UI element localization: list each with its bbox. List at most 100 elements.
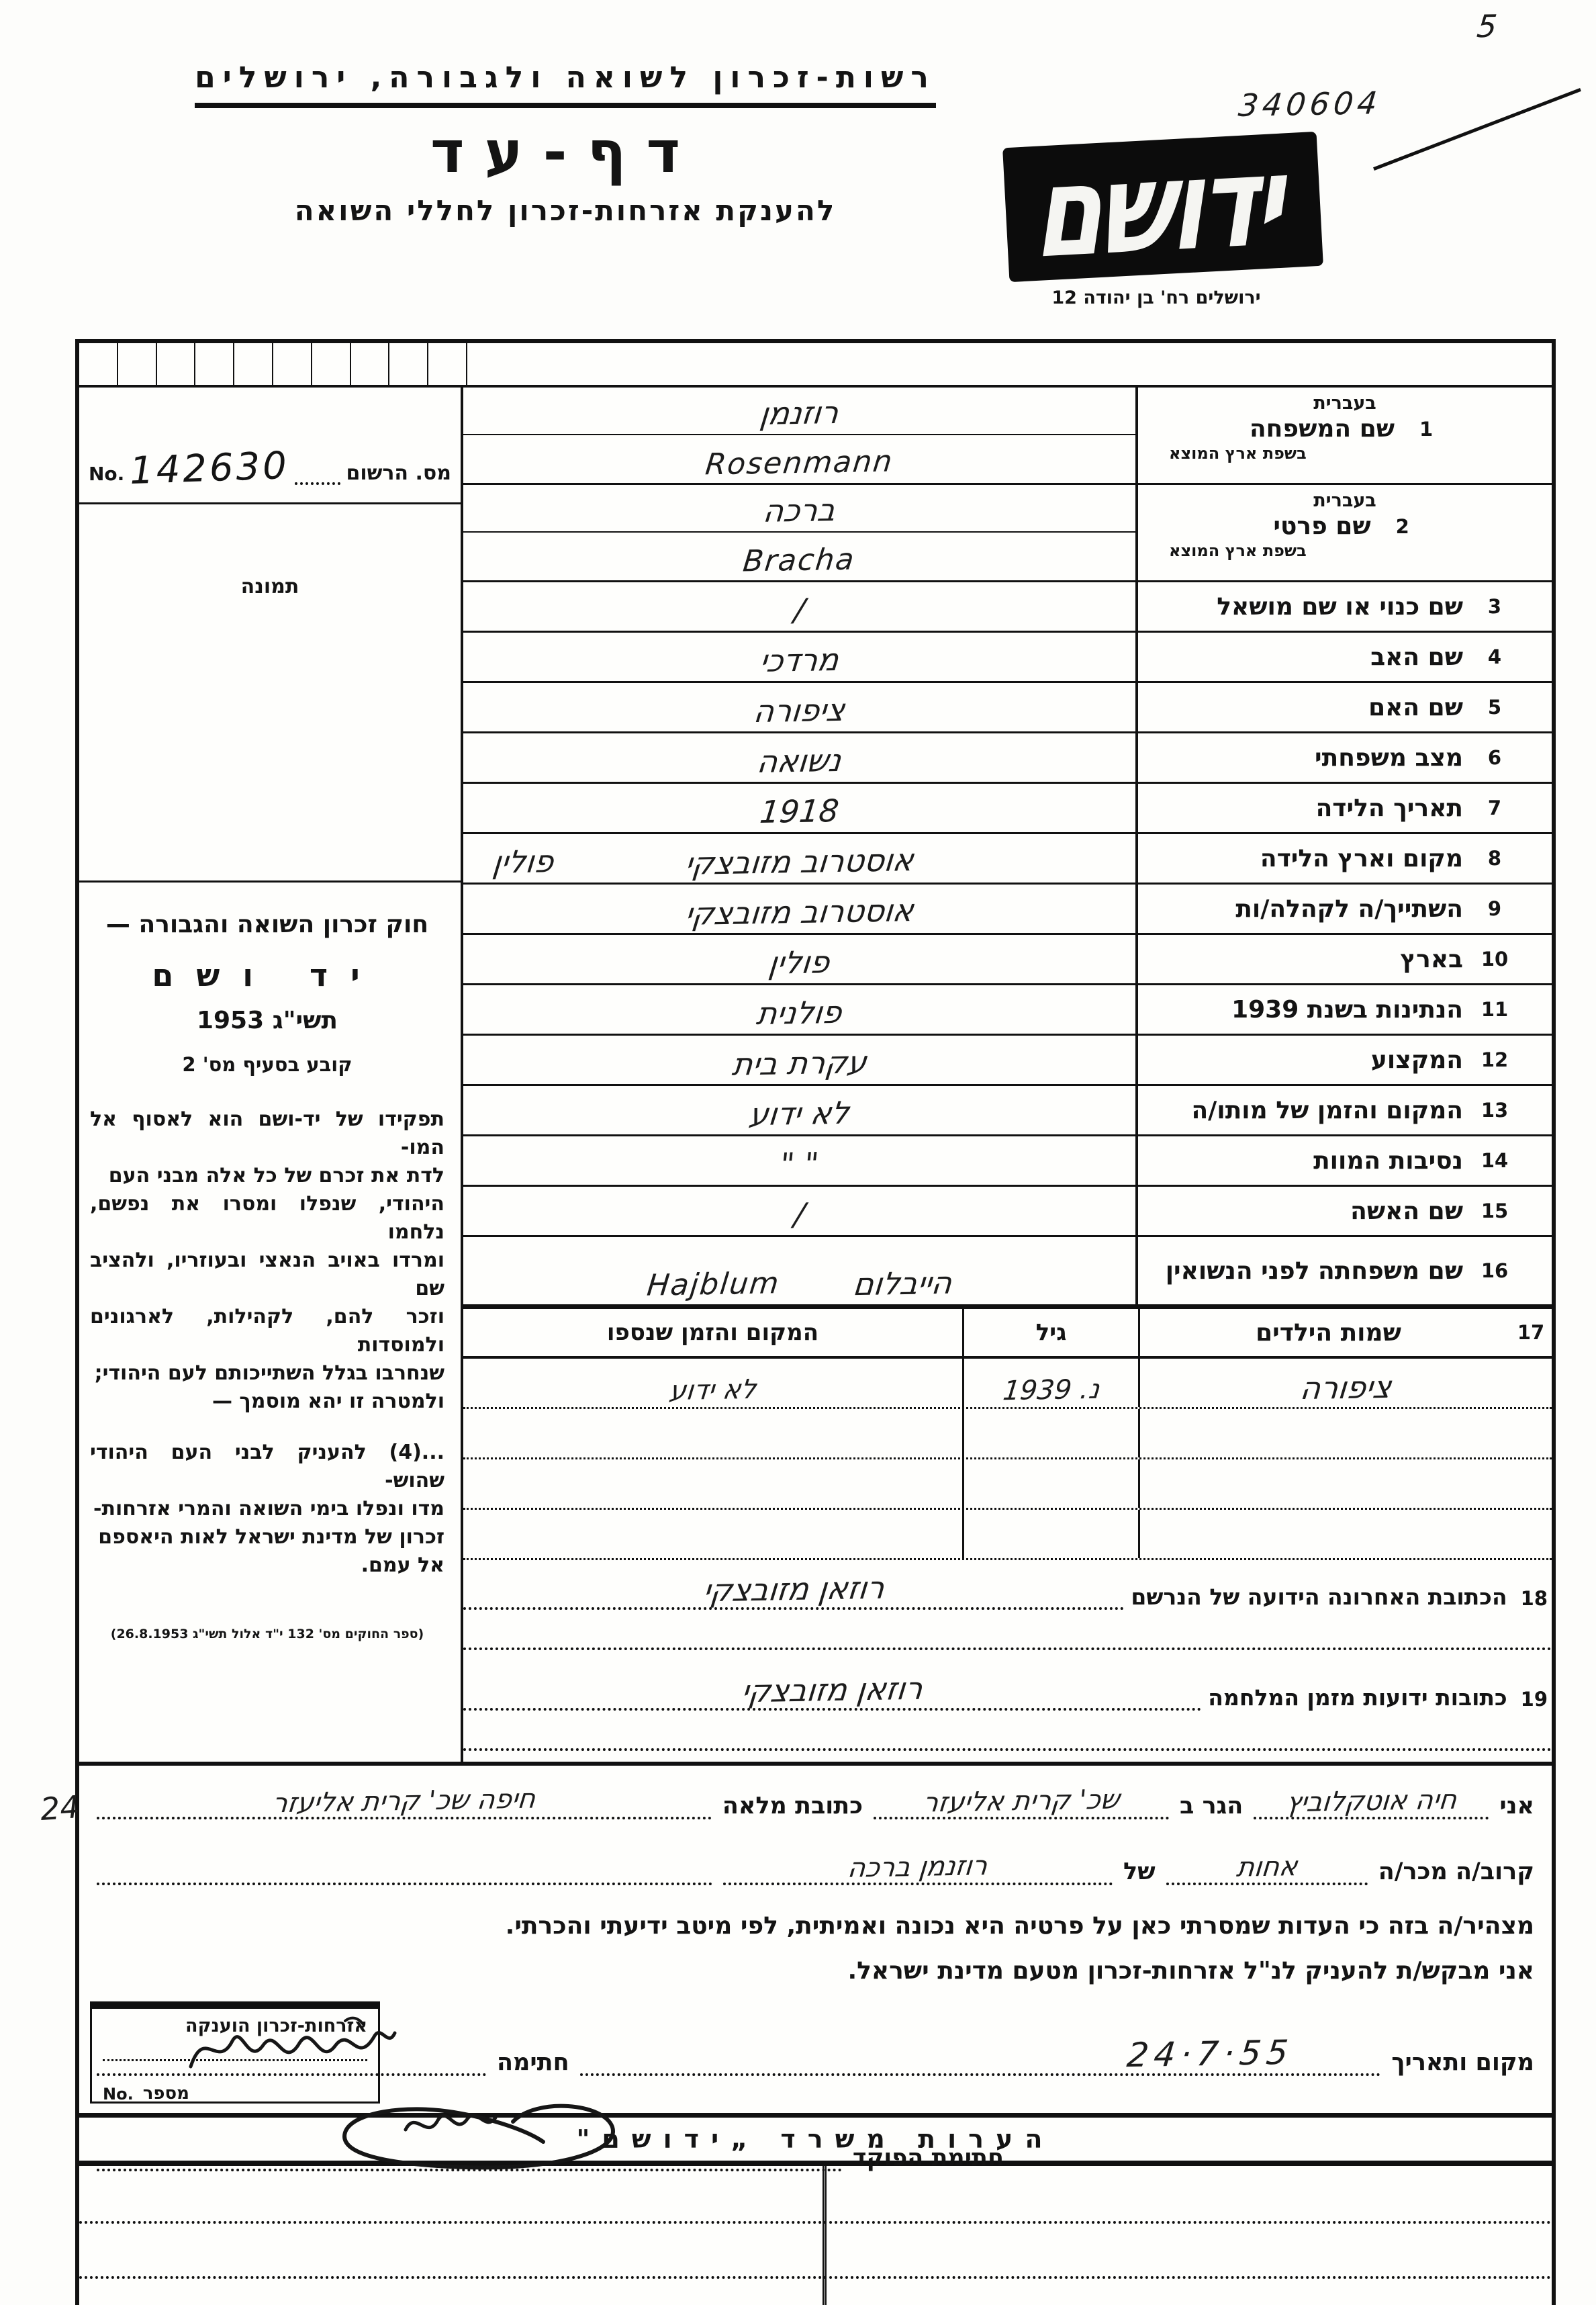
label-text: שם האם — [1368, 693, 1463, 721]
child-age: נ. 1939 — [1001, 1373, 1101, 1407]
field-entry: ברכה Bracha — [463, 485, 1135, 580]
left-column: No. 142630 מס. הרשום תמונה חוק זכרון השו… — [79, 388, 463, 1762]
yad-vashem-logo: ידושם — [1002, 128, 1323, 286]
label-text: בארץ — [1400, 945, 1463, 973]
label-text: מצב משפחתי — [1315, 743, 1463, 772]
notes-grid-line — [79, 2276, 1552, 2279]
handwritten-value: פולין — [767, 944, 832, 981]
field-number: 16 — [1481, 1259, 1509, 1282]
form-subtitle: להענקת אזרחות-זכרון לחללי השואה — [294, 194, 837, 227]
corner-page-number: 5 — [1475, 7, 1499, 45]
handwritten-relation: אחות — [1235, 1851, 1299, 1883]
field-number: 4 — [1487, 645, 1502, 668]
relation-label: קרוב/ה מכר/ה — [1378, 1858, 1534, 1885]
child-place: לא ידוע — [667, 1373, 758, 1407]
field-row-last-address: 18 הכתובת האחרונה הידועה של הנרשם רוזאן מ… — [463, 1560, 1552, 1661]
field-row-death-place-time: 13 המקום והזמן של מותו/ה לא ידוע — [463, 1086, 1552, 1136]
law-yad-vashem: יד ושם — [152, 957, 383, 993]
field-number: 12 — [1481, 1048, 1509, 1071]
form-title: דף-עד — [430, 119, 701, 186]
photo-label: תמונה — [240, 575, 299, 598]
law-footnote: (ספר החוקים מס' 132 י"ד אלול תשי"ג 26.8.… — [110, 1627, 424, 1641]
field-label: בעברית 1 שם המשפחה בשפת ארץ המוצא — [1135, 388, 1552, 483]
field-number: 15 — [1481, 1200, 1509, 1222]
official-signature-label: חתימת הפוקד — [852, 2144, 1004, 2171]
label-origin-language: בשפת ארץ המוצא — [1169, 444, 1307, 463]
residing-label: הגר ב — [1180, 1793, 1243, 1819]
declaration-identity-line: אני חיה אוטקלוביץ הגר ב שכ' קרית אליעזר … — [97, 1784, 1534, 1819]
field-label: בעברית 2 שם פרטי בשפת ארץ המוצא — [1135, 485, 1552, 580]
field-number: 10 — [1481, 948, 1509, 970]
label-text: שם פרטי — [1273, 512, 1371, 540]
form-frame: בעברית 1 שם המשפחה בשפת ארץ המוצא רוזנמן … — [39, 339, 1556, 2305]
request-sentence: אני מבקש/ת להעניק לנ"ל אזרחות-זכרון מטעם… — [847, 1957, 1534, 1985]
field-number: 19 — [1520, 1688, 1548, 1711]
official-signature — [342, 2104, 615, 2170]
granted-no-label: No. — [103, 2085, 134, 2104]
column-title: שמות הילדים — [1256, 1318, 1401, 1347]
i-label: אני — [1499, 1793, 1534, 1819]
empty-dotted-line — [463, 1748, 1552, 1751]
handwritten-value: אוסטרוב מזובצקי — [683, 842, 916, 882]
field-number: 1 — [1419, 417, 1434, 441]
field-row-profession: 12 המקצוע עקרת בית — [463, 1036, 1552, 1086]
of-label: של — [1123, 1858, 1156, 1885]
label-text: המקצוע — [1370, 1046, 1463, 1074]
children-row-1: ציפורה נ. 1939 לא ידוע — [463, 1359, 1552, 1409]
children-row-empty — [463, 1510, 1552, 1560]
field-number: 8 — [1487, 847, 1502, 870]
handwritten-value: נשואה — [755, 741, 843, 780]
citizenship-granted-box: אזרחות-זכרון הוענקה מספר No. — [90, 2001, 380, 2104]
corner-pen-stroke — [1373, 88, 1581, 171]
label-text: שם האב — [1370, 643, 1463, 671]
official-signature-line: חתימת הפוקד — [97, 2088, 1534, 2171]
children-row-empty — [463, 1459, 1552, 1510]
field-number: 11 — [1481, 998, 1509, 1021]
declaration-section: 24 אני חיה אוטקלוביץ הגר ב שכ' קרית אליע… — [39, 1766, 1552, 2171]
field-row-first-name: בעברית 2 שם פרטי בשפת ארץ המוצא ברכה Brac… — [463, 485, 1552, 582]
children-table-header: 17 שמות הילדים גיל המקום והזמן שנספו — [463, 1306, 1552, 1359]
children-table-body: ציפורה נ. 1939 לא ידוע — [463, 1359, 1552, 1560]
place-date-label: מקום ותאריך — [1391, 2049, 1534, 2076]
law-section: קובע בסעיף מס' 2 — [182, 1053, 353, 1076]
handwritten-ditto-marks: " " — [778, 1145, 820, 1183]
form-header: רשות-זכרון לשואה ולגבורה, ירושלים דף-עד … — [159, 60, 972, 227]
label-text: הכתובת האחרונה הידועה של הנרשם — [1131, 1584, 1507, 1610]
authority-line: רשות-זכרון לשואה ולגבורה, ירושלים — [195, 60, 936, 108]
law-text-block: חוק זכרון השואה והגבורה — יד ושם תשי"ג 1… — [79, 883, 461, 1762]
date-signature-line: מקום ותאריך 24·7·55 חתימה — [97, 2013, 1534, 2076]
field-number: 14 — [1481, 1149, 1509, 1172]
handwritten-registration-number: 142630 — [129, 443, 291, 494]
declaration-sentence: מצהיר/ה בזה כי העדות שמסרתי כאן על פרטיה… — [505, 1912, 1534, 1940]
field-row-marital-status: 6 מצב משפחתי נשואה — [463, 733, 1552, 784]
handwritten-value: פולנית — [755, 993, 844, 1032]
handwritten-value-hebrew: ברכה — [761, 492, 837, 529]
label-text: המקום והזמן של מותו/ה — [1191, 1096, 1463, 1124]
field-row-community: 9 השתייך/ה לקהלה/ות אוסטרוב מזובצקי — [463, 885, 1552, 935]
handwritten-value: מרדכי — [758, 641, 841, 680]
label-text: השתייך/ה לקהלה/ות — [1235, 895, 1463, 923]
field-row-wife-name: 15 שם האשה / — [463, 1187, 1552, 1237]
handwritten-date: 24·7·55 — [1125, 2032, 1296, 2075]
handwritten-value: אוסטרוב מזובצקי — [683, 892, 916, 932]
handwritten-file-number: 340604 — [1236, 85, 1383, 124]
field-row-nickname: 3 שם כנוי או שם מושאל / — [463, 582, 1552, 633]
handwritten-witness-name: חיה אוטקלוביץ — [1284, 1784, 1458, 1819]
label-text: שם המשפחה — [1249, 415, 1395, 443]
granted-box-title: אזרחות-זכרון הוענקה — [185, 2016, 367, 2036]
field-row-mother-name: 5 שם האם ציפורה — [463, 683, 1552, 733]
field-number: 18 — [1520, 1587, 1548, 1610]
registration-label-hebrew: מס. הרשום — [346, 461, 451, 485]
photo-box: תמונה — [79, 504, 461, 883]
field-number: 17 — [1517, 1321, 1545, 1344]
registration-number-row: No. 142630 מס. הרשום — [79, 388, 461, 504]
child-name: ציפורה — [1299, 1368, 1393, 1407]
field-row-death-circumstances: 14 נסיבות המוות " " — [463, 1136, 1552, 1187]
declaration-relation-line: קרוב/ה מכר/ה אחות של רוזנמן ברכה — [97, 1850, 1534, 1885]
full-address-label: כתובת מלאה — [722, 1793, 863, 1819]
field-number: 2 — [1395, 514, 1409, 538]
children-names-header: 17 שמות הילדים — [1138, 1309, 1552, 1356]
office-notes-grid — [79, 2166, 1552, 2305]
field-row-birth-place: 8 מקום וארץ הלידה אוסטרוב מזובצקי פולין — [463, 834, 1552, 885]
handwritten-residence: שכ' קרית אליעזר — [921, 1784, 1121, 1819]
